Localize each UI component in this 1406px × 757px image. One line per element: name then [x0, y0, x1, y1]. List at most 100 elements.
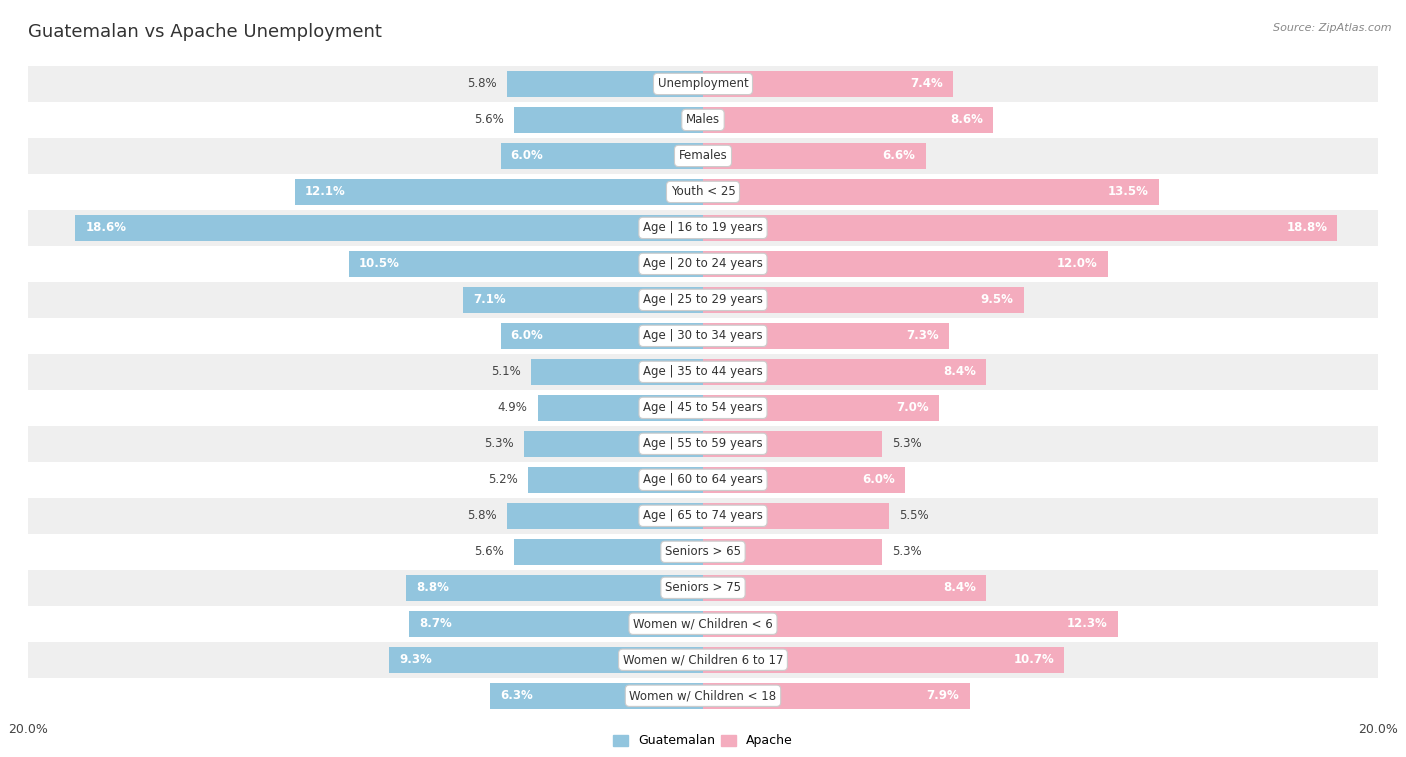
Bar: [501, 323, 703, 349]
Bar: [28, 354, 1378, 390]
Text: 6.3%: 6.3%: [501, 690, 533, 702]
Text: Age | 65 to 74 years: Age | 65 to 74 years: [643, 509, 763, 522]
Text: Females: Females: [679, 149, 727, 163]
Text: Seniors > 65: Seniors > 65: [665, 545, 741, 559]
Bar: [28, 534, 1378, 570]
Bar: [28, 678, 1378, 714]
Text: Women w/ Children < 18: Women w/ Children < 18: [630, 690, 776, 702]
Text: 4.9%: 4.9%: [498, 401, 527, 414]
Text: Unemployment: Unemployment: [658, 77, 748, 90]
Bar: [28, 606, 1378, 642]
Bar: [515, 107, 703, 133]
Text: 5.1%: 5.1%: [491, 366, 520, 378]
Text: Age | 20 to 24 years: Age | 20 to 24 years: [643, 257, 763, 270]
Text: 10.7%: 10.7%: [1014, 653, 1054, 666]
Bar: [703, 143, 925, 169]
Text: Women w/ Children 6 to 17: Women w/ Children 6 to 17: [623, 653, 783, 666]
Text: 6.0%: 6.0%: [863, 473, 896, 486]
Bar: [703, 179, 1159, 205]
Bar: [703, 287, 1024, 313]
Text: 5.3%: 5.3%: [891, 545, 921, 559]
Bar: [349, 251, 703, 277]
Bar: [703, 215, 1337, 241]
Text: 5.5%: 5.5%: [898, 509, 928, 522]
Text: 7.3%: 7.3%: [907, 329, 939, 342]
Legend: Guatemalan, Apache: Guatemalan, Apache: [607, 730, 799, 752]
Text: Age | 30 to 34 years: Age | 30 to 34 years: [643, 329, 763, 342]
Bar: [28, 174, 1378, 210]
Text: Women w/ Children < 6: Women w/ Children < 6: [633, 617, 773, 631]
Text: 12.1%: 12.1%: [305, 185, 346, 198]
Bar: [508, 71, 703, 97]
Bar: [28, 318, 1378, 354]
Text: Seniors > 75: Seniors > 75: [665, 581, 741, 594]
Text: 6.6%: 6.6%: [883, 149, 915, 163]
Bar: [389, 646, 703, 673]
Bar: [508, 503, 703, 529]
Bar: [515, 539, 703, 565]
Bar: [703, 611, 1118, 637]
Text: 7.1%: 7.1%: [474, 294, 506, 307]
Text: 18.8%: 18.8%: [1286, 221, 1327, 235]
Bar: [28, 102, 1378, 138]
Text: 12.0%: 12.0%: [1057, 257, 1098, 270]
Text: Age | 16 to 19 years: Age | 16 to 19 years: [643, 221, 763, 235]
Text: Guatemalan vs Apache Unemployment: Guatemalan vs Apache Unemployment: [28, 23, 382, 41]
Bar: [537, 395, 703, 421]
Text: Age | 35 to 44 years: Age | 35 to 44 years: [643, 366, 763, 378]
Bar: [28, 282, 1378, 318]
Text: 8.7%: 8.7%: [419, 617, 453, 631]
Bar: [703, 646, 1064, 673]
Bar: [703, 503, 889, 529]
Text: 7.0%: 7.0%: [897, 401, 929, 414]
Text: Males: Males: [686, 114, 720, 126]
Bar: [28, 246, 1378, 282]
Text: 18.6%: 18.6%: [86, 221, 127, 235]
Bar: [703, 575, 987, 601]
Text: 10.5%: 10.5%: [359, 257, 399, 270]
Text: 9.3%: 9.3%: [399, 653, 432, 666]
Bar: [491, 683, 703, 709]
Bar: [703, 431, 882, 456]
Bar: [28, 210, 1378, 246]
Bar: [28, 570, 1378, 606]
Bar: [28, 390, 1378, 426]
Text: 5.3%: 5.3%: [485, 438, 515, 450]
Bar: [703, 467, 905, 493]
Bar: [28, 642, 1378, 678]
Text: Source: ZipAtlas.com: Source: ZipAtlas.com: [1274, 23, 1392, 33]
Bar: [703, 683, 970, 709]
Bar: [295, 179, 703, 205]
Bar: [703, 251, 1108, 277]
Bar: [28, 138, 1378, 174]
Bar: [703, 323, 949, 349]
Text: 8.4%: 8.4%: [943, 366, 976, 378]
Bar: [527, 467, 703, 493]
Bar: [531, 359, 703, 385]
Text: Age | 25 to 29 years: Age | 25 to 29 years: [643, 294, 763, 307]
Bar: [406, 575, 703, 601]
Text: Age | 55 to 59 years: Age | 55 to 59 years: [643, 438, 763, 450]
Text: 5.6%: 5.6%: [474, 114, 503, 126]
Bar: [703, 359, 987, 385]
Text: 13.5%: 13.5%: [1108, 185, 1149, 198]
Text: Age | 45 to 54 years: Age | 45 to 54 years: [643, 401, 763, 414]
Text: Age | 60 to 64 years: Age | 60 to 64 years: [643, 473, 763, 486]
Text: 7.4%: 7.4%: [910, 77, 942, 90]
Bar: [524, 431, 703, 456]
Bar: [76, 215, 703, 241]
Bar: [703, 107, 993, 133]
Text: 9.5%: 9.5%: [980, 294, 1014, 307]
Text: Youth < 25: Youth < 25: [671, 185, 735, 198]
Bar: [28, 66, 1378, 102]
Text: 5.8%: 5.8%: [468, 509, 498, 522]
Bar: [501, 143, 703, 169]
Bar: [409, 611, 703, 637]
Text: 8.4%: 8.4%: [943, 581, 976, 594]
Text: 8.8%: 8.8%: [416, 581, 449, 594]
Bar: [703, 71, 953, 97]
Bar: [464, 287, 703, 313]
Text: 6.0%: 6.0%: [510, 149, 543, 163]
Bar: [28, 498, 1378, 534]
Text: 5.6%: 5.6%: [474, 545, 503, 559]
